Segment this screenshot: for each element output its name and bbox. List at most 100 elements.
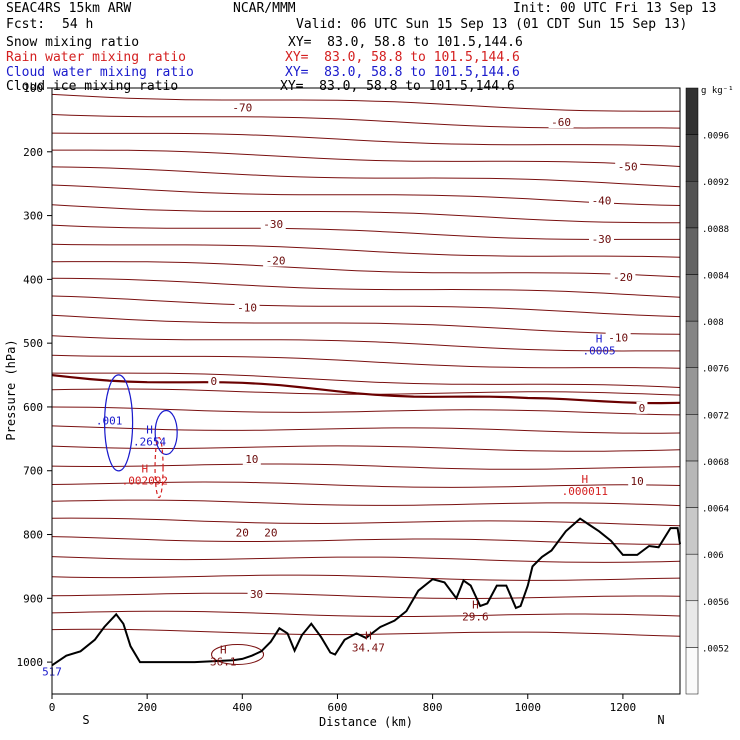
isotherm-label: 20 — [236, 526, 249, 539]
isotherm-label-bg — [605, 331, 631, 344]
colorbar-tick-label: .0088 — [702, 225, 729, 235]
colorbar: .0052 .0056 .006 .0064 .0068 .0072 .0076 .008 .0… — [685, 86, 734, 695]
isotherm-label: -20 — [266, 255, 286, 268]
org-name: NCAR/MMM — [233, 1, 296, 16]
isotherm-label: 0 — [210, 375, 217, 388]
colorbar-tick-label: .0096 — [702, 132, 729, 142]
isotherm-label: -60 — [551, 116, 571, 129]
extremum-value: .2654 — [133, 436, 166, 449]
colorbar-tick-label: .0068 — [702, 458, 729, 468]
x-tick-label: 0 — [49, 701, 56, 714]
isotherm-line — [51, 481, 681, 488]
isotherm-label: -70 — [232, 101, 252, 114]
isotherm-label-bg — [247, 588, 266, 601]
isotherm-label-bg — [233, 526, 252, 539]
x-tick-label: 200 — [137, 701, 157, 714]
colorbar-swatch — [685, 87, 699, 135]
init-time: Init: 00 UTC Fri 13 Sep 13 — [513, 1, 717, 16]
isotherm-line — [51, 132, 681, 147]
colorbar-swatch — [685, 134, 699, 182]
isotherm-line — [51, 536, 680, 545]
forecast-hours: 54 h — [62, 17, 94, 32]
x-tick-label: 1200 — [610, 701, 637, 714]
isotherm-label-bg — [628, 475, 647, 488]
isotherm-line — [51, 314, 681, 335]
isotherm-label-bg — [229, 101, 255, 114]
y-tick-label: 900 — [23, 592, 43, 605]
isotherm-line — [51, 445, 681, 452]
isotherm-label: 0 — [639, 402, 646, 415]
colorbar-swatch — [685, 367, 699, 415]
plot-area: -70 -60 -50 -40 -30 -30 -20 -20 -10 -10 0 0 10 10 20 20… — [42, 87, 681, 695]
valid-time: Valid: 06 UTC Sun 15 Sep 13 (01 CDT Sun … — [296, 17, 688, 32]
isotherm-line — [51, 574, 681, 581]
extremum-marker: H — [141, 463, 148, 476]
isotherm-line — [51, 166, 681, 188]
isotherm-label-bg — [242, 452, 261, 465]
south-label: S — [82, 713, 89, 727]
field-cloudwater-xy: XY= 83.0, 58.8 to 101.5,144.6 — [285, 65, 520, 80]
field-snow-name: Snow mixing ratio — [6, 35, 140, 50]
isotherm-label-bg — [261, 526, 280, 539]
isotherm-label: -30 — [263, 218, 283, 231]
contour-labels: -70 -60 -50 -40 -30 -30 -20 -20 -10 -10 0 0 10 10 20 20… — [42, 101, 648, 678]
isotherm-label: 20 — [264, 526, 277, 539]
extremum-marker: H — [472, 598, 479, 611]
y-axis-label: Pressure (hPa) — [4, 339, 18, 440]
y-tick-label: 1000 — [17, 656, 44, 669]
isotherm-label: 30 — [250, 588, 263, 601]
isotherm-label: 10 — [631, 475, 644, 488]
y-tick-label: 600 — [23, 401, 43, 414]
field-rain-name: Rain water mixing ratio — [6, 50, 187, 65]
y-tick-label: 300 — [23, 210, 43, 223]
isotherm-label-bg — [610, 271, 636, 284]
isotherm-label: 10 — [245, 453, 258, 466]
isotherm-line — [51, 93, 680, 112]
isotherm-line — [51, 114, 681, 129]
north-label: N — [657, 713, 664, 727]
extremum-marker: H — [365, 630, 372, 643]
extremum-marker: H — [146, 424, 153, 437]
colorbar-tick-label: .0092 — [702, 178, 729, 188]
isotherm-line — [52, 149, 681, 167]
colorbar-unit: g kg⁻¹ — [701, 86, 734, 96]
temperature-contours — [51, 93, 681, 637]
isotherm-line — [51, 592, 681, 600]
y-tick-label: 500 — [23, 337, 43, 350]
y-tick-label: 400 — [23, 273, 43, 286]
extremum-value: 29.6 — [462, 610, 489, 623]
rain-water-contour — [154, 436, 164, 499]
x-axis-label: Distance (km) — [319, 715, 413, 729]
x-tick-label: 1000 — [515, 701, 542, 714]
plot-frame — [51, 87, 681, 695]
isotherm-label: -10 — [608, 332, 628, 345]
colorbar-swatch — [685, 180, 699, 229]
x-tick-label: 400 — [232, 701, 252, 714]
isotherm-line — [51, 295, 681, 318]
isotherm-line — [51, 224, 680, 241]
isotherm-label: -10 — [237, 302, 257, 315]
extremum-value: 36.1 — [210, 656, 237, 669]
isotherm-line — [51, 610, 681, 617]
cloud-water-contour — [104, 374, 134, 472]
colorbar-swatch — [685, 553, 699, 602]
colorbar-swatch — [685, 647, 699, 695]
isotherm-line — [51, 628, 681, 637]
forecast-label: Fcst: — [6, 17, 46, 32]
isotherm-line — [51, 406, 681, 416]
isotherm-line — [51, 556, 681, 563]
extremum-value: .000011 — [562, 485, 608, 498]
x-tick-label: 800 — [423, 701, 443, 714]
colorbar-swatch — [685, 600, 699, 648]
isotherm-line — [51, 184, 681, 206]
extremum-marker: H — [220, 644, 227, 657]
field-cloudwater-name: Cloud water mixing ratio — [6, 65, 194, 80]
isotherm-label-bg — [589, 232, 614, 245]
freezing-level-line — [51, 374, 681, 405]
isotherm-label: -20 — [613, 271, 633, 284]
colorbar-tick-label: .008 — [702, 318, 724, 328]
field-rain-xy: XY= 83.0, 58.8 to 101.5,144.6 — [285, 50, 520, 65]
isotherm-line — [51, 335, 680, 352]
isotherm-label-bg — [548, 116, 574, 129]
